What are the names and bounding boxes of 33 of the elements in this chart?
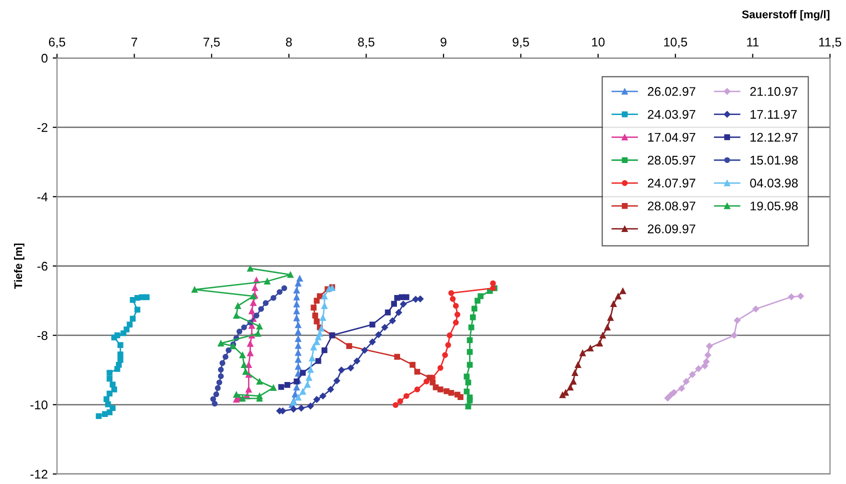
legend-label: 24.03.97 <box>648 110 696 119</box>
y-tick-label: -12 <box>30 470 48 479</box>
legend-label: 24.07.97 <box>648 178 696 188</box>
y-tick-label: 0 <box>42 54 48 63</box>
legend-label: 26.02.97 <box>648 87 696 96</box>
legend-label: 19.05.98 <box>750 202 798 210</box>
y-tick-label: -6 <box>37 262 48 271</box>
x-tick-label: 9 <box>440 38 446 46</box>
legend-label: 26.09.97 <box>648 224 696 234</box>
y-tick-label: -8 <box>37 331 48 340</box>
legend-label: 28.08.97 <box>648 202 696 210</box>
x-tick-label: 8,5 <box>358 38 374 48</box>
x-axis-title: Sauerstoff [mg/l] <box>742 10 830 21</box>
legend-label: 17.04.97 <box>648 132 696 142</box>
y-tick-label: -10 <box>30 400 48 410</box>
legend-label: 28.05.97 <box>648 156 696 165</box>
x-tick-label: 10 <box>592 38 605 46</box>
x-tick-label: 11,5 <box>819 38 842 48</box>
legend-label: 15.01.98 <box>750 156 798 165</box>
y-axis-title: Tiefe [m] <box>14 244 24 289</box>
legend-label: 21.10.97 <box>750 87 798 96</box>
x-tick-label: 7,5 <box>204 38 220 48</box>
x-tick-label: 8 <box>286 38 292 46</box>
y-tick-label: -2 <box>37 123 48 132</box>
legend-label: 12.12.97 <box>750 132 798 142</box>
x-tick-label: 11 <box>747 38 759 46</box>
y-tick-label: -4 <box>37 192 48 202</box>
x-tick-label: 7 <box>131 38 138 46</box>
legend-label: 04.03.98 <box>750 178 798 188</box>
legend-label: 17.11.97 <box>750 110 797 119</box>
x-tick-label: 6,5 <box>48 38 66 48</box>
x-tick-label: 10,5 <box>664 38 688 48</box>
x-tick-label: 9,5 <box>512 38 529 48</box>
